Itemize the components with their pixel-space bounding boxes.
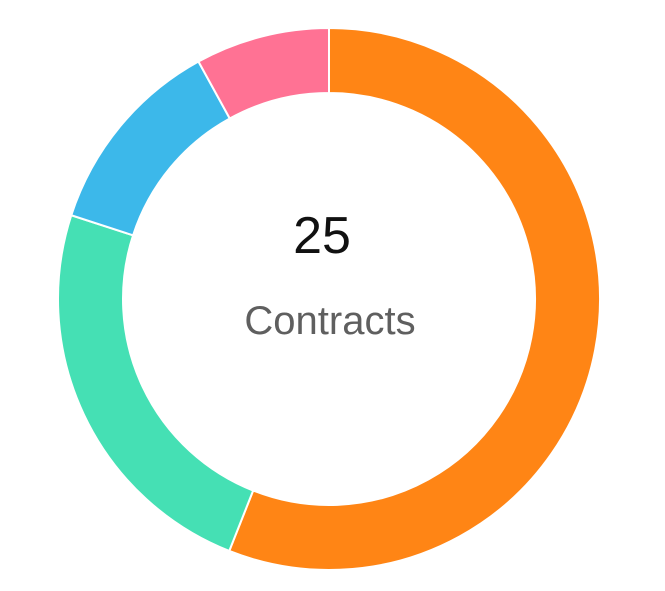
total-contracts-value: 25 [293,207,351,265]
doughnut-slice-3[interactable] [70,60,232,237]
doughnut-slice-2[interactable] [57,213,255,553]
total-contracts-label: Contracts [244,299,415,343]
doughnut-slice-4[interactable] [197,26,330,120]
chart-slices [57,26,601,571]
doughnut-slice-1[interactable] [227,26,601,571]
